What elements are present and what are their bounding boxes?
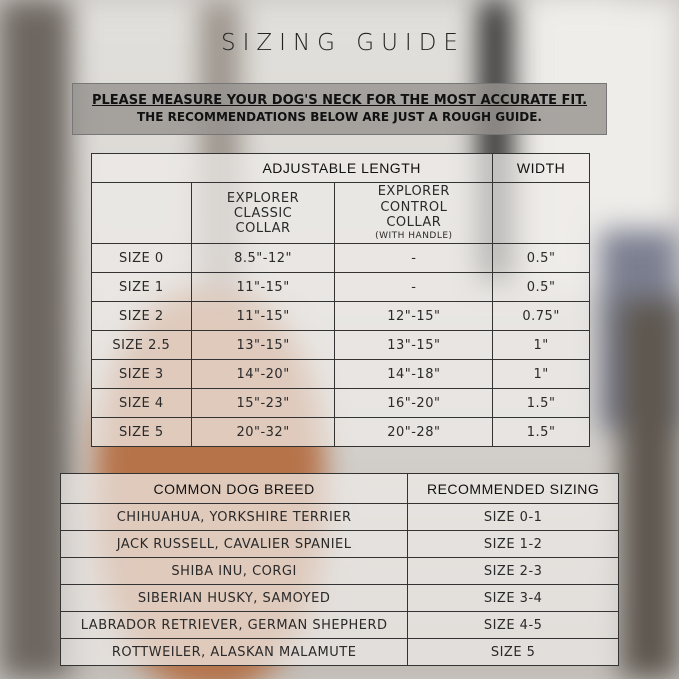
size-row: SIZE 2 11"-15" 12"-15" 0.75" [91, 301, 590, 331]
classic-collar-header: EXPLORER CLASSIC COLLAR [190, 182, 336, 244]
size-row: SIZE 1 11"-15" -0.5" [91, 272, 590, 302]
cell-width: 1" [492, 359, 590, 389]
width-header: WIDTH [492, 153, 590, 183]
size-row: SIZE 0 8.5"-12" -0.5" [91, 243, 590, 273]
cell-size: SIZE 3 [91, 359, 192, 389]
control-collar-header: EXPLORER CONTROL COLLAR (WITH HANDLE) [334, 182, 494, 244]
cell-breed: JACK RUSSELL, CAVALIER SPANIEL [59, 530, 409, 558]
cell-size: SIZE 0 [91, 243, 192, 273]
cell-width: 1" [492, 330, 590, 360]
cell-control: 13"-15" [334, 330, 494, 360]
cell-classic: 11"-15" [190, 272, 336, 302]
cell-size: SIZE 1 [91, 272, 192, 302]
cell-width: 1.5" [492, 388, 590, 418]
cell-classic: 11"-15" [190, 301, 336, 331]
cell-sizing: SIZE 3-4 [407, 584, 619, 612]
cell-breed: SIBERIAN HUSKY, SAMOYED [59, 584, 409, 612]
notice-banner: PLEASE MEASURE YOUR DOG'S NECK FOR THE M… [72, 83, 607, 135]
breed-row: CHIHUAHUA, YORKSHIRE TERRIER SIZE 0-1 [59, 503, 619, 531]
adjustable-length-header: ADJUSTABLE LENGTH [191, 153, 494, 183]
cell-breed: CHIHUAHUA, YORKSHIRE TERRIER [59, 503, 409, 531]
notice-line-1: PLEASE MEASURE YOUR DOG'S NECK FOR THE M… [91, 93, 588, 108]
cell-control: - [334, 272, 494, 302]
cell-width: 0.75" [492, 301, 590, 331]
cell-breed: SHIBA INU, CORGI [59, 557, 409, 585]
size-table: ADJUSTABLE LENGTH WIDTH EXPLORER CLASSIC … [91, 153, 590, 447]
breed-row: JACK RUSSELL, CAVALIER SPANIEL SIZE 1-2 [59, 530, 619, 558]
breed-row: LABRADOR RETRIEVER, GERMAN SHEPHERD SIZE … [59, 611, 619, 639]
cell-sizing: SIZE 4-5 [407, 611, 619, 639]
cell-sizing: SIZE 1-2 [407, 530, 619, 558]
size-row: SIZE 2.5 13"-15" 13"-15" 1" [91, 330, 590, 360]
breed-row: ROTTWEILER, ALASKAN MALAMUTE SIZE 5 [59, 638, 619, 666]
cell-breed: ROTTWEILER, ALASKAN MALAMUTE [59, 638, 409, 666]
cell-classic: 20"-32" [190, 417, 336, 447]
cell-control: - [334, 243, 494, 273]
cell-control: 12"-15" [334, 301, 494, 331]
cell-control: 16"-20" [334, 388, 494, 418]
breed-row: SHIBA INU, CORGI SIZE 2-3 [59, 557, 619, 585]
cell-sizing: SIZE 0-1 [407, 503, 619, 531]
cell-classic: 15"-23" [190, 388, 336, 418]
notice-line-2: THE RECOMMENDATIONS BELOW ARE JUST A ROU… [137, 110, 542, 124]
cell-width: 0.5" [492, 243, 590, 273]
size-row: SIZE 5 20"-32" 20"-28" 1.5" [91, 417, 590, 447]
with-handle-note: (WITH HANDLE) [375, 230, 453, 241]
cell-breed: LABRADOR RETRIEVER, GERMAN SHEPHERD [59, 611, 409, 639]
cell-sizing: SIZE 5 [407, 638, 619, 666]
size-row: SIZE 4 15"-23" 16"-20" 1.5" [91, 388, 590, 418]
sizing-header: RECOMMENDED SIZING [407, 473, 619, 504]
cell-width: 1.5" [492, 417, 590, 447]
cell-size: SIZE 2.5 [91, 330, 192, 360]
cell-control: 20"-28" [334, 417, 494, 447]
breed-table: COMMON DOG BREED RECOMMENDED SIZING CHIHU… [59, 473, 619, 666]
cell-sizing: SIZE 2-3 [407, 557, 619, 585]
breed-row: SIBERIAN HUSKY, SAMOYED SIZE 3-4 [59, 584, 619, 612]
cell-width: 0.5" [492, 272, 590, 302]
cell-size: SIZE 5 [91, 417, 192, 447]
cell-control: 14"-18" [334, 359, 494, 389]
size-row: SIZE 3 14"-20" 14"-18" 1" [91, 359, 590, 389]
cell-classic: 13"-15" [190, 330, 336, 360]
breed-header: COMMON DOG BREED [59, 473, 409, 504]
cell-size: SIZE 4 [91, 388, 192, 418]
cell-classic: 8.5"-12" [190, 243, 336, 273]
page-title: SIZING GUIDE [221, 30, 465, 56]
cell-classic: 14"-20" [190, 359, 336, 389]
cell-size: SIZE 2 [91, 301, 192, 331]
